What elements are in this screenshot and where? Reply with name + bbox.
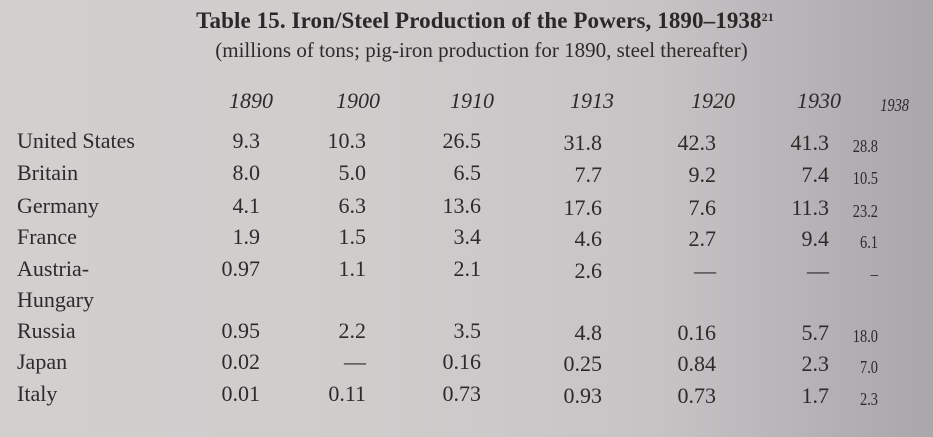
table-subtitle: (millions of tons; pig-iron production f… xyxy=(215,38,748,62)
table-cell-1890: 1.9 xyxy=(232,224,261,249)
column-header-1910: 1910 xyxy=(450,88,494,113)
table-cell-1920: 0.73 xyxy=(677,383,717,408)
table-cell-1913: 17.6 xyxy=(563,195,603,220)
table-cell-1913: 31.8 xyxy=(563,130,603,155)
table-cell-1900: 5.0 xyxy=(338,160,367,185)
table-cell-1890: 0.01 xyxy=(221,381,261,406)
country-label: United States xyxy=(17,128,135,153)
table-title: Table 15. Iron/Steel Production of the P… xyxy=(196,8,774,33)
table-cell-1913: 7.7 xyxy=(574,162,603,187)
table-cell-1938: 2.3 xyxy=(860,389,878,409)
column-header-1930: 1930 xyxy=(797,88,841,113)
table-cell-1938: 7.0 xyxy=(860,357,878,377)
table-cell-1910: 6.5 xyxy=(453,160,482,185)
table-cell-1910: 0.16 xyxy=(442,349,482,374)
country-label: Germany xyxy=(17,193,99,218)
table-cell-1913: 0.25 xyxy=(563,351,603,376)
table-cell-1910: 26.5 xyxy=(442,128,482,153)
table-cell-1900: 6.3 xyxy=(338,193,367,218)
table-cell-1913: 4.8 xyxy=(574,320,603,345)
table-cell-1913: 2.6 xyxy=(574,258,603,283)
column-header-1913: 1913 xyxy=(570,88,614,113)
table-cell-1900: 10.3 xyxy=(327,128,367,153)
table-cell-1930: 41.3 xyxy=(790,130,830,155)
column-header-1890: 1890 xyxy=(229,88,273,113)
table-cell-1920: 7.6 xyxy=(688,195,717,220)
table-cell-1930: 7.4 xyxy=(801,162,830,187)
country-label: France xyxy=(17,224,77,249)
table-cell-1920: — xyxy=(694,258,716,283)
table-cell-1920: 42.3 xyxy=(677,130,717,155)
column-header-1938: 1938 xyxy=(880,95,909,115)
table-cell-1930: — xyxy=(807,258,829,283)
table-cell-1890: 0.95 xyxy=(221,318,261,343)
table-cell-1930: 11.3 xyxy=(791,195,829,220)
table-cell-1900: — xyxy=(344,349,366,374)
table-cell-1938: 6.1 xyxy=(860,232,878,252)
table-cell-1930: 1.7 xyxy=(801,383,830,408)
table-cell-1890: 0.02 xyxy=(221,349,261,374)
table-cell-1900: 0.11 xyxy=(328,381,366,406)
table-cell-1930: 9.4 xyxy=(801,226,830,251)
table-cell-1890: 0.97 xyxy=(221,256,261,281)
table-cell-1900: 1.1 xyxy=(338,256,367,281)
country-label: Italy xyxy=(17,381,58,406)
table-cell-1938: 23.2 xyxy=(852,201,878,221)
table-cell-1938: 10.5 xyxy=(852,168,878,188)
table-cell-1930: 5.7 xyxy=(801,320,830,345)
column-header-1900: 1900 xyxy=(336,88,380,113)
country-label: Japan xyxy=(17,349,68,374)
table-cell-1920: 2.7 xyxy=(688,226,717,251)
table-cell-1890: 4.1 xyxy=(232,193,261,218)
footnote-reference: 21 xyxy=(761,10,774,24)
country-label: Russia xyxy=(17,318,76,343)
table-cell-1910: 2.1 xyxy=(453,256,482,281)
country-label: Austria- xyxy=(17,256,90,281)
table-cell-1890: 9.3 xyxy=(232,128,261,153)
country-label-line2: Hungary xyxy=(17,287,94,312)
table-cell-1938: – xyxy=(870,264,878,284)
table-cell-1930: 2.3 xyxy=(801,351,830,376)
table-cell-1900: 1.5 xyxy=(338,224,367,249)
table-cell-1938: 28.8 xyxy=(852,136,878,156)
table-cell-1910: 0.73 xyxy=(442,381,482,406)
table-cell-1890: 8.0 xyxy=(232,160,261,185)
table-cell-1910: 3.5 xyxy=(453,318,482,343)
table-cell-1920: 9.2 xyxy=(688,162,717,187)
table-cell-1938: 18.0 xyxy=(852,326,878,346)
column-header-1920: 1920 xyxy=(691,88,735,113)
table-cell-1900: 2.2 xyxy=(338,318,367,343)
table-cell-1913: 0.93 xyxy=(563,383,603,408)
table-cell-1920: 0.16 xyxy=(677,320,717,345)
table-cell-1913: 4.6 xyxy=(574,226,603,251)
table-cell-1910: 3.4 xyxy=(453,224,482,249)
country-label: Britain xyxy=(17,160,79,185)
table-cell-1910: 13.6 xyxy=(442,193,482,218)
table-cell-1920: 0.84 xyxy=(677,351,717,376)
